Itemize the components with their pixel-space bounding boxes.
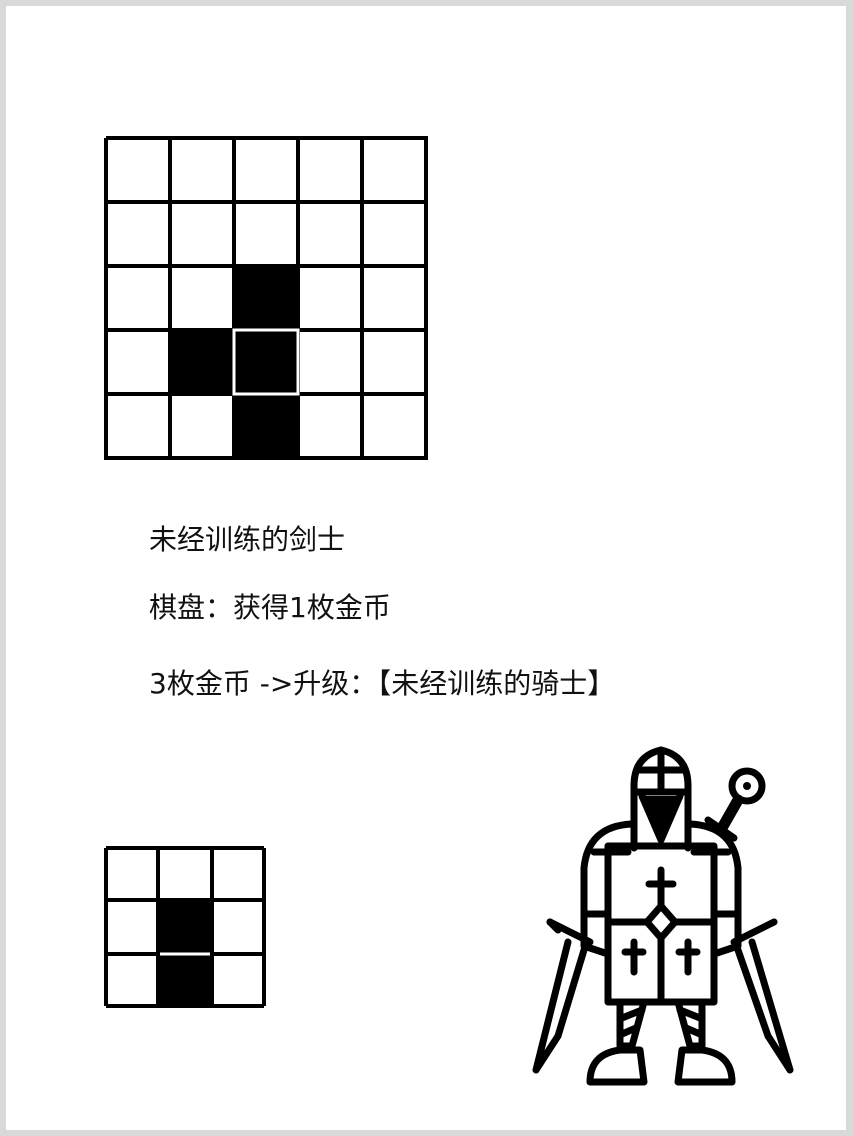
armored-knight-with-swords-icon <box>528 746 798 1092</box>
card-page: 未经训练的剑士 棋盘：获得1枚金币 3枚金币 ->升级：【未经训练的骑士】 <box>6 6 846 1130</box>
upgrade-text: 3枚金币 ->升级：【未经训练的骑士】 <box>149 667 616 700</box>
board-effect-text: 棋盘：获得1枚金币 <box>149 591 391 624</box>
movement-pattern-3x3-icon <box>104 846 266 1008</box>
card-name: 未经训练的剑士 <box>149 523 346 556</box>
movement-pattern-5x5-icon <box>104 136 430 462</box>
